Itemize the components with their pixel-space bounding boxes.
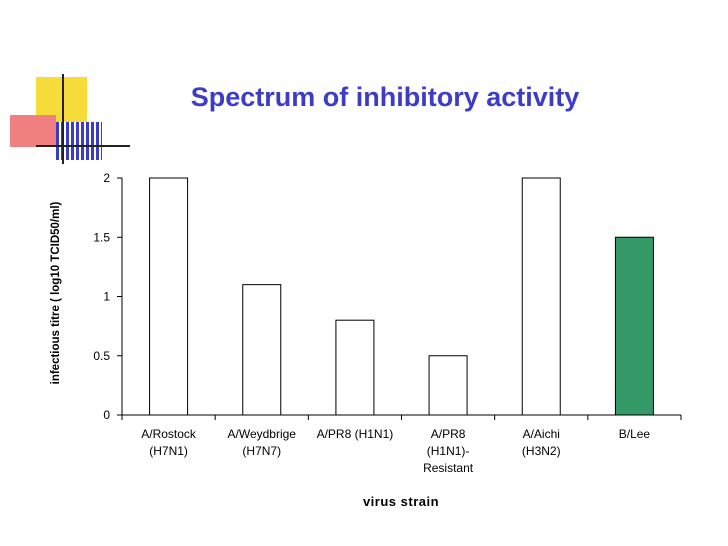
y-tick-label: 1.5 [93,230,110,244]
x-tick-label: A/Aichi [523,427,560,441]
deco-horizontal-line [36,145,130,147]
x-tick-label: (H1N1)- [427,444,470,458]
x-tick-label: Resistant [423,461,474,475]
x-tick-label: A/PR8 [431,427,466,441]
bar [521,177,561,416]
deco-vertical-line [62,74,64,164]
y-tick-label: 2 [103,171,110,185]
x-tick-label: (H7N7) [242,444,281,458]
y-tick-label: 0.5 [93,349,110,363]
x-axis-label: virus strain [363,494,439,509]
bar [149,177,189,416]
bar [242,284,282,416]
x-tick-label: (H7N1) [149,444,188,458]
y-tick-label: 1 [103,290,110,304]
x-tick-label: (H3N2) [522,444,561,458]
y-axis-label: infectious titre ( log10 TCID50/ml) [50,201,62,384]
x-tick-label: A/Weydbrige [228,427,297,441]
deco-red-square [10,115,56,147]
bar [428,355,468,416]
y-tick-label: 0 [103,408,110,422]
bar [335,319,375,416]
x-tick-label: A/PR8 (H1N1) [317,427,394,441]
x-tick-label: B/Lee [619,427,651,441]
bar [614,236,654,416]
slide-title: Spectrum of inhibitory activity [190,82,580,112]
x-tick-label: A/Rostock [141,427,197,441]
